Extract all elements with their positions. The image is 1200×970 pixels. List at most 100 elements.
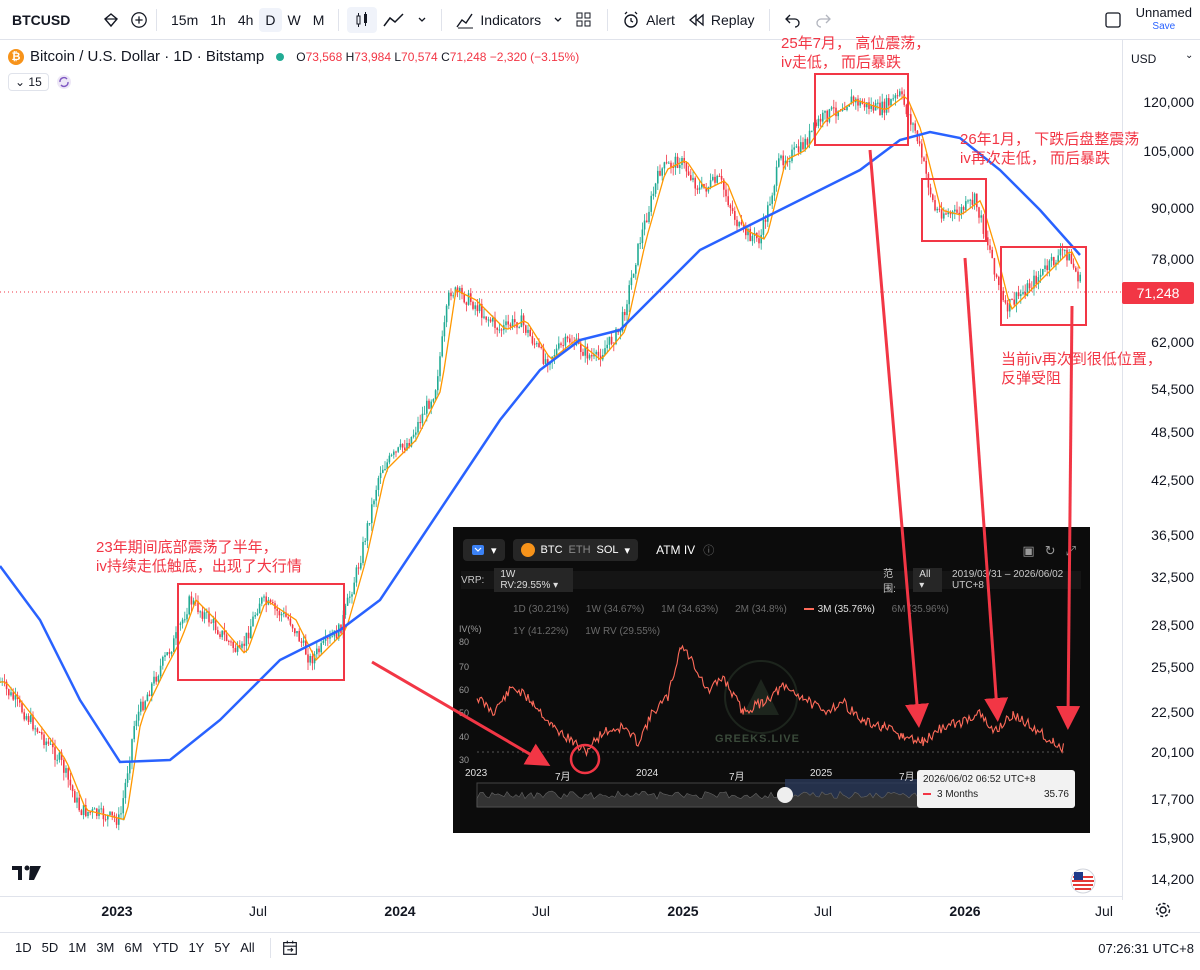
- add-symbol-icon[interactable]: [130, 11, 148, 29]
- line-chart-icon[interactable]: [377, 7, 411, 33]
- legend-change: −2,320 (−3.15%): [489, 49, 580, 64]
- layout-square-icon[interactable]: [1104, 11, 1122, 29]
- undo-icon[interactable]: [778, 7, 808, 33]
- candle-body: [646, 220, 648, 223]
- layout-name[interactable]: Unnamed Save: [1136, 6, 1192, 34]
- coin-eth[interactable]: ETH: [568, 544, 591, 556]
- price-tick: 25,500: [1151, 659, 1194, 675]
- legend-low: 70,574: [401, 49, 438, 64]
- range-6m[interactable]: 6M: [124, 940, 143, 955]
- note-now-line2: 反弹受阻: [1001, 370, 1062, 387]
- interval-w[interactable]: W: [287, 11, 301, 28]
- candle-body: [201, 611, 204, 619]
- chevron-down-icon[interactable]: [411, 11, 433, 29]
- diamond-icon[interactable]: [102, 11, 120, 29]
- range-5y[interactable]: 5Y: [214, 940, 231, 955]
- candle-body: [608, 336, 611, 345]
- range-1y[interactable]: 1Y: [188, 940, 205, 955]
- iv-legend-3m[interactable]: 3M (35.76%): [804, 604, 875, 615]
- vrp-select[interactable]: 1W RV:29.55% ▾: [494, 568, 574, 592]
- iv-legend-1y[interactable]: 1Y (41.22%): [513, 626, 569, 637]
- clock[interactable]: 07:26:31 UTC+8: [1098, 941, 1194, 956]
- iv-panel[interactable]: ▾ BTC ETH SOL ▾ ATM IV ⓘ ▣ ↻ ⤢ VRP: 1W R…: [453, 527, 1090, 833]
- range-3m[interactable]: 3M: [96, 940, 115, 955]
- goto-date-icon[interactable]: [281, 939, 299, 957]
- info-icon[interactable]: ⓘ: [703, 545, 715, 557]
- price-axis[interactable]: USD ⌄ 120,000 105,000 90,000 78,000 62,000 54…: [1122, 40, 1200, 900]
- navigator-left-handle[interactable]: [777, 787, 793, 803]
- candle-body: [428, 400, 430, 409]
- iv-legend-1w-rv[interactable]: 1W RV (29.55%): [585, 626, 661, 637]
- replay-button[interactable]: Replay: [681, 7, 761, 33]
- top-toolbar: BTCUSD 15m 1h 4h D W M Indicato: [0, 0, 1200, 40]
- iv-legend-1m[interactable]: 1M (34.63%): [661, 604, 719, 615]
- candle-body: [690, 175, 692, 181]
- time-axis[interactable]: 2023 Jul 2024 Jul 2025 Jul 2026 Jul: [0, 896, 1122, 924]
- candle-body: [38, 732, 41, 734]
- symbol-search[interactable]: BTCUSD: [6, 6, 126, 34]
- candle-body: [100, 808, 102, 810]
- interval-1h[interactable]: 1h: [210, 11, 226, 28]
- candle-body: [45, 741, 47, 746]
- candle-body: [956, 209, 958, 213]
- candle-body: [294, 628, 296, 634]
- range-all[interactable]: All: [240, 940, 255, 955]
- chevron-down-icon[interactable]: ⌄: [1185, 50, 1194, 61]
- indicators-button[interactable]: Indicators: [450, 7, 547, 33]
- candle-body: [241, 643, 243, 648]
- candle-body: [351, 594, 353, 597]
- interval-d[interactable]: D: [259, 7, 282, 32]
- chevron-down-icon: ▾: [491, 544, 497, 557]
- candle-body: [580, 343, 582, 352]
- templates-icon[interactable]: [569, 7, 599, 33]
- candle-body: [254, 615, 256, 617]
- layout-menu[interactable]: Unnamed Save: [1104, 6, 1192, 34]
- iv-legend-6m[interactable]: 6M (35.96%): [891, 604, 949, 615]
- iv-legend-1d[interactable]: 1D (30.21%): [513, 604, 570, 615]
- sync-icon[interactable]: [55, 73, 73, 91]
- candle-body: [734, 211, 736, 220]
- refresh-icon[interactable]: ↻: [1044, 543, 1056, 558]
- chart-legend[interactable]: ₿ Bitcoin / U.S. Dollar · 1D · Bitstamp …: [8, 48, 579, 65]
- chevron-down-icon[interactable]: [547, 11, 569, 29]
- candle-body: [144, 701, 146, 711]
- candle-body: [797, 146, 800, 153]
- settings-icon[interactable]: [1154, 901, 1172, 919]
- candle-body: [663, 162, 666, 169]
- iv-legend-2m[interactable]: 2M (34.8%): [735, 604, 787, 615]
- coin-btc[interactable]: BTC: [540, 544, 563, 556]
- range-ytd[interactable]: YTD: [152, 940, 179, 955]
- candle-body: [760, 234, 762, 244]
- alert-button[interactable]: Alert: [616, 7, 681, 33]
- iv-legend-1w[interactable]: 1W (34.67%): [585, 604, 645, 615]
- interval-4h[interactable]: 4h: [237, 11, 254, 28]
- candle-body: [1053, 257, 1055, 266]
- save-link[interactable]: Save: [1152, 21, 1176, 32]
- candle-body: [987, 237, 989, 246]
- us-flag-icon[interactable]: [1070, 868, 1096, 894]
- iv-chart-type-button[interactable]: ▾: [463, 539, 505, 561]
- candle-body: [80, 810, 83, 815]
- candle-body: [472, 301, 474, 309]
- coin-sol[interactable]: SOL: [596, 544, 619, 556]
- coin-selector[interactable]: BTC ETH SOL ▾: [512, 539, 639, 561]
- candle-body: [434, 390, 437, 400]
- candle-body: [252, 616, 254, 627]
- range-1d[interactable]: 1D: [15, 940, 32, 955]
- candle-body: [353, 582, 355, 595]
- iv-panel-header: ▾ BTC ETH SOL ▾ ATM IV ⓘ: [463, 539, 714, 561]
- candle-body: [129, 761, 131, 774]
- candle-body: [993, 258, 996, 275]
- candles-icon[interactable]: [347, 6, 378, 33]
- interval-15m[interactable]: 15m: [171, 11, 199, 28]
- candle-body: [758, 238, 760, 244]
- rewind-icon: [687, 11, 705, 29]
- candle-body: [522, 315, 525, 326]
- indicator-count-button[interactable]: ⌄ 15: [8, 73, 49, 91]
- interval-m[interactable]: M: [312, 11, 325, 28]
- candle-body: [547, 359, 549, 365]
- layout-icon[interactable]: ▣: [1022, 543, 1035, 558]
- range-1m[interactable]: 1M: [68, 940, 87, 955]
- redo-icon[interactable]: [808, 7, 838, 33]
- range-5d[interactable]: 5D: [41, 940, 59, 955]
